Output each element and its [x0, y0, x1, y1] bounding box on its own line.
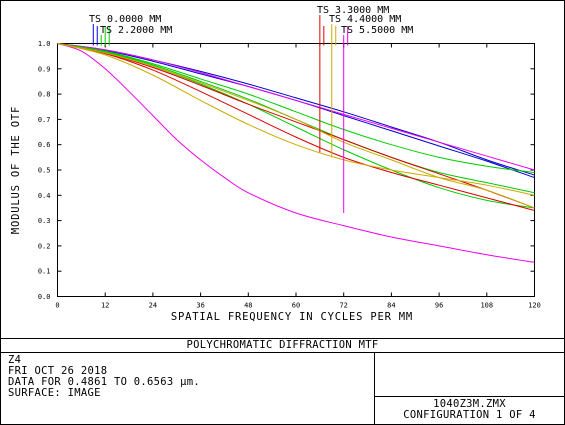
y-tick-label: 1.0 [38, 40, 51, 48]
y-tick-label: 0.9 [38, 65, 51, 73]
legend-label: TS 4.4000 MM [329, 14, 401, 25]
y-axis-label: MODULUS OF THE OTF [10, 106, 22, 234]
x-tick-label: 0 [55, 302, 59, 310]
mtf-series-line [57, 43, 535, 263]
tick-labels: 0 12 24 36 48 60 72 84 96 108 120 0.0 0.1 0.2 0.3 0.4 0.… [38, 40, 541, 310]
configuration-info: CONFIGURATION 1 OF 4 [403, 409, 536, 421]
axis-ticks [57, 43, 535, 297]
y-tick-label: 0.0 [38, 293, 51, 301]
y-tick-label: 0.1 [38, 268, 51, 276]
mtf-series-line [57, 43, 535, 209]
mtf-series-line [57, 43, 535, 211]
legend-label: TS 0.0000 MM [89, 14, 161, 25]
y-tick-label: 0.7 [38, 116, 51, 124]
y-tick-label: 0.2 [38, 242, 51, 250]
plot-title: POLYCHROMATIC DIFFRACTION MTF [186, 339, 379, 351]
mtf-series-line [57, 43, 535, 179]
y-tick-label: 0.6 [38, 141, 51, 149]
file-name: 1040Z3M.ZMX [433, 398, 506, 410]
legend-label: TS 5.5000 MM [341, 25, 413, 36]
mtf-series-line [57, 43, 535, 194]
mtf-series-line [57, 43, 535, 196]
x-tick-label: 12 [101, 302, 109, 310]
x-tick-label: 120 [528, 302, 541, 310]
x-tick-label: 60 [292, 302, 300, 310]
mtf-series-line [57, 43, 535, 209]
mtf-curves [57, 43, 535, 263]
wavelength-range: DATA FOR 0.4861 TO 0.6563 μm. [8, 376, 201, 388]
x-tick-label: 24 [149, 302, 157, 310]
y-tick-label: 0.8 [38, 91, 51, 99]
y-tick-label: 0.5 [38, 167, 51, 175]
plot-area-border [57, 43, 535, 297]
y-tick-label: 0.4 [38, 192, 51, 200]
plot-date: FRI OCT 26 2018 [8, 365, 108, 377]
x-tick-label: 72 [339, 302, 347, 310]
x-tick-label: 48 [244, 302, 252, 310]
legend-label: TS 3.3000 MM [317, 5, 389, 16]
legend-markers [92, 15, 349, 214]
mtf-series-line [57, 43, 535, 174]
mtf-series-line [57, 43, 535, 171]
x-tick-label: 36 [196, 302, 204, 310]
mtf-series-line [57, 43, 535, 209]
y-tick-label: 0.3 [38, 217, 51, 225]
x-axis-label: SPATIAL FREQUENCY IN CYCLES PER MM [171, 311, 413, 323]
x-tick-label: 84 [387, 302, 395, 310]
x-tick-label: 108 [480, 302, 493, 310]
surface-info: SURFACE: IMAGE [8, 387, 101, 399]
legend-label: TS 2.2000 MM [100, 25, 172, 36]
lens-name: Z4 [8, 354, 22, 366]
x-tick-label: 96 [435, 302, 443, 310]
mtf-series-line [57, 43, 535, 176]
